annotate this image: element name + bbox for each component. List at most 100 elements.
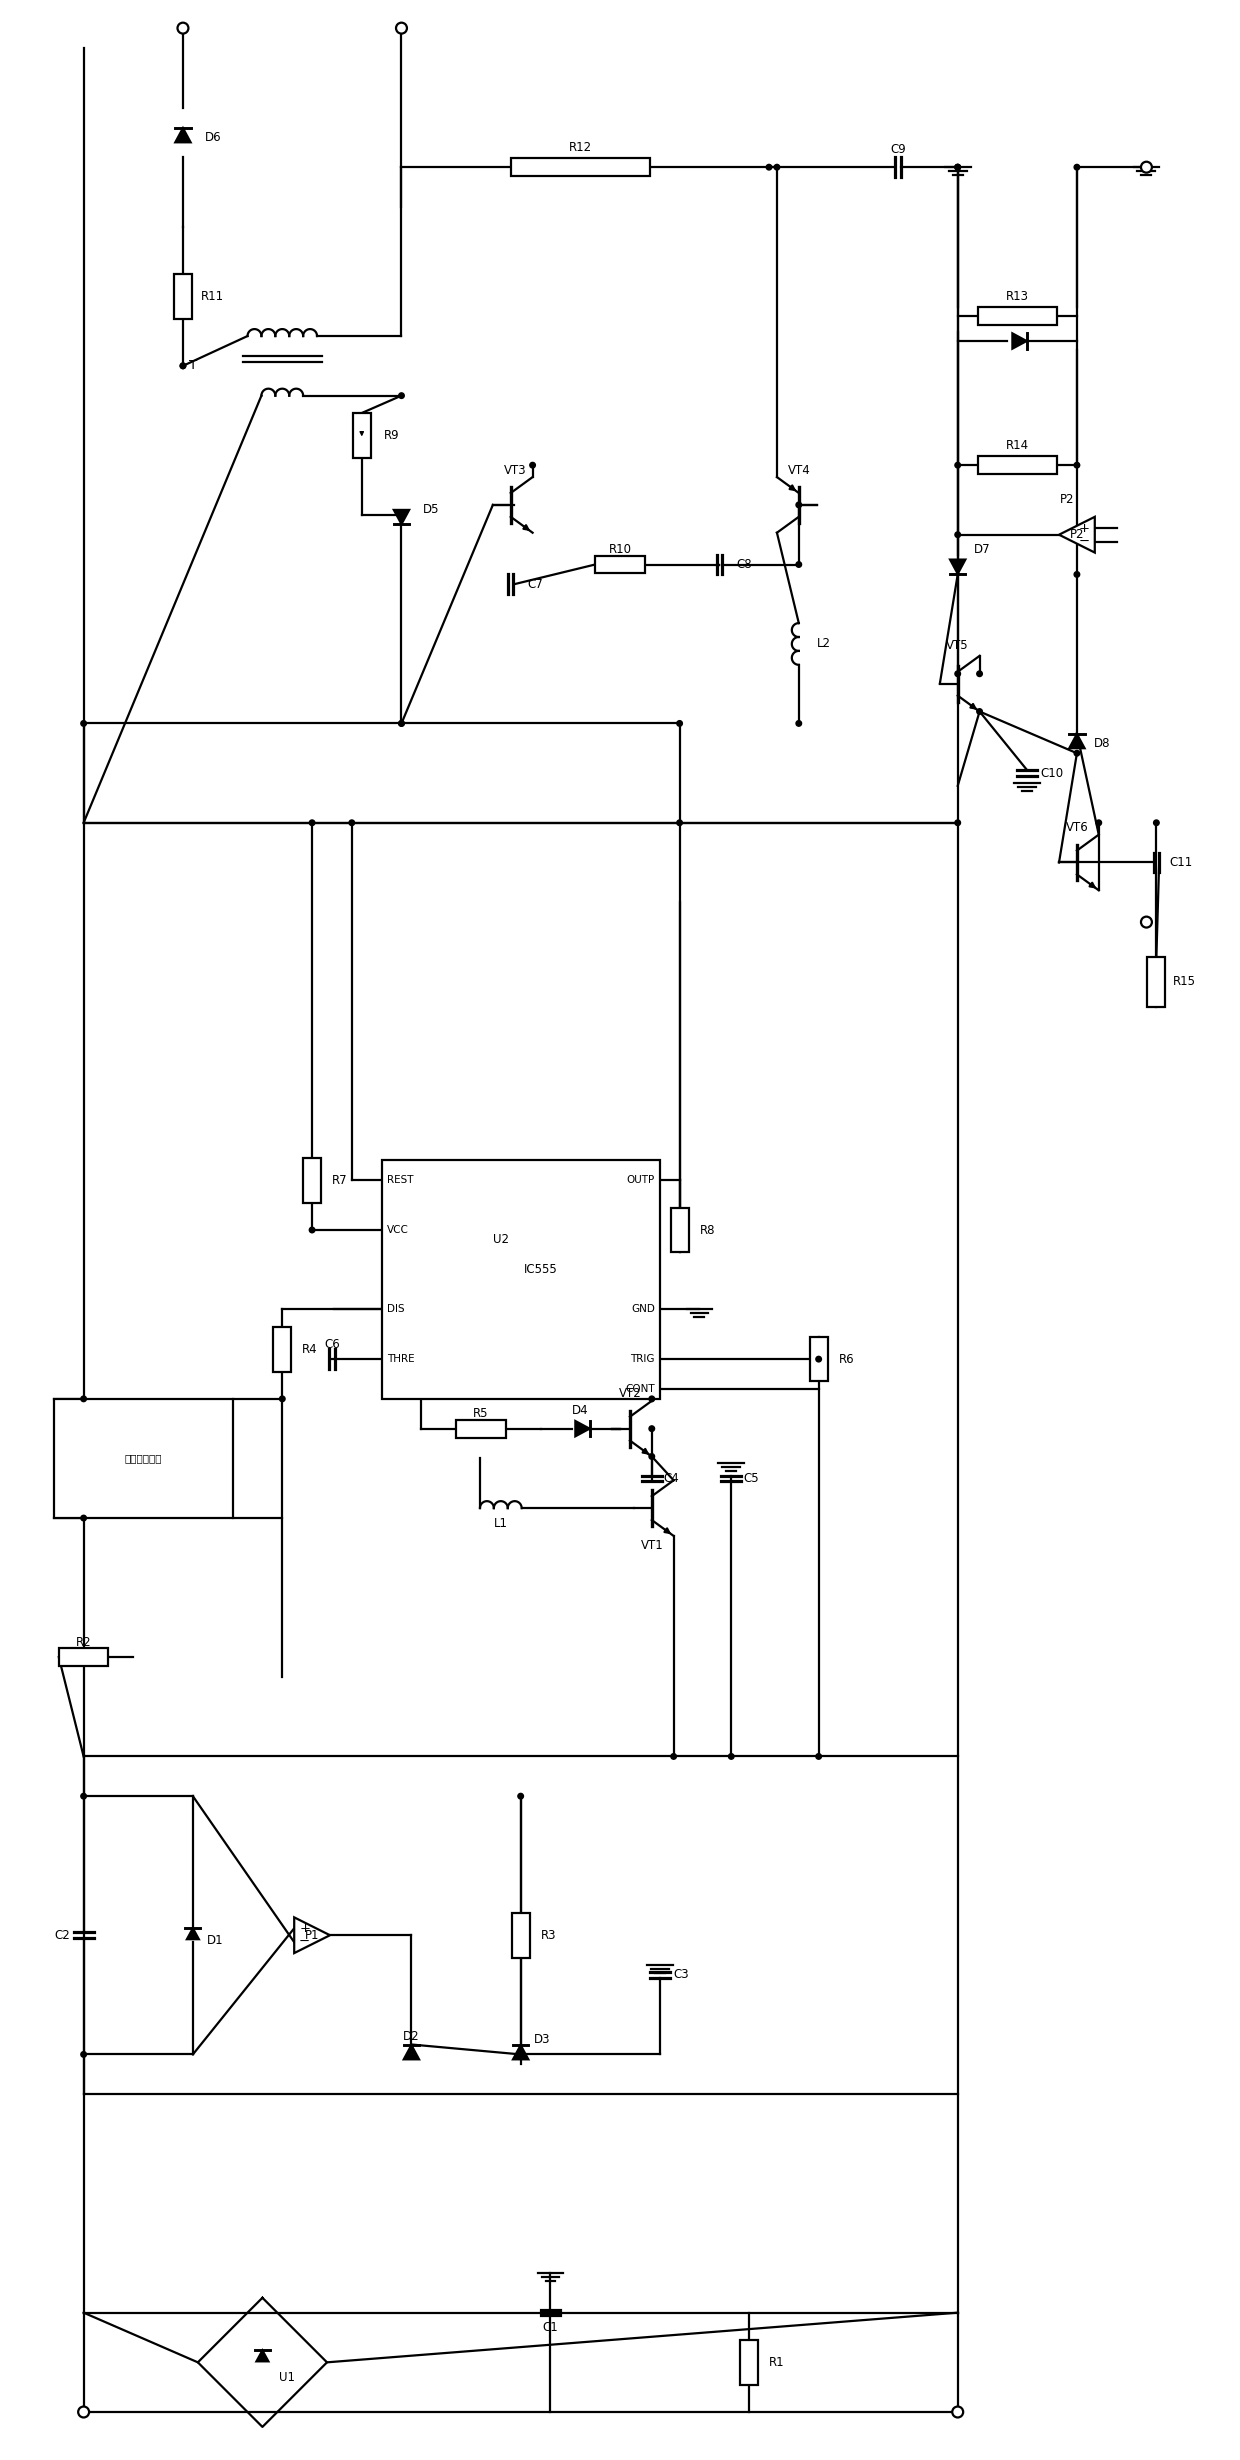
Text: R1: R1 bbox=[769, 2357, 785, 2369]
Circle shape bbox=[649, 1397, 655, 1402]
Circle shape bbox=[348, 819, 355, 827]
Circle shape bbox=[180, 364, 186, 369]
Circle shape bbox=[518, 1793, 523, 1798]
Text: U1: U1 bbox=[279, 2371, 295, 2384]
Bar bbox=[53, 1400, 233, 1518]
Circle shape bbox=[1074, 571, 1080, 578]
Circle shape bbox=[955, 819, 961, 827]
Text: D7: D7 bbox=[975, 544, 991, 556]
Text: D3: D3 bbox=[534, 2032, 551, 2047]
Circle shape bbox=[279, 1397, 285, 1402]
Text: R3: R3 bbox=[541, 1929, 557, 1941]
Circle shape bbox=[774, 165, 780, 170]
Text: VT2: VT2 bbox=[619, 1387, 641, 1400]
Circle shape bbox=[728, 1754, 734, 1759]
Text: R14: R14 bbox=[1006, 438, 1029, 453]
Text: R2: R2 bbox=[76, 1636, 92, 1648]
Text: U2: U2 bbox=[492, 1232, 508, 1247]
Text: OUTP: OUTP bbox=[626, 1176, 655, 1186]
Circle shape bbox=[796, 561, 801, 568]
Text: R7: R7 bbox=[332, 1173, 347, 1186]
Circle shape bbox=[649, 1427, 655, 1432]
Text: C10: C10 bbox=[1040, 768, 1064, 780]
Bar bbox=[977, 455, 1056, 475]
Circle shape bbox=[677, 721, 682, 726]
Polygon shape bbox=[175, 128, 191, 143]
Text: C4: C4 bbox=[663, 1471, 680, 1486]
Circle shape bbox=[180, 364, 186, 369]
Text: DIS: DIS bbox=[387, 1304, 404, 1314]
Text: C8: C8 bbox=[737, 558, 751, 571]
Circle shape bbox=[409, 2052, 414, 2057]
Circle shape bbox=[649, 1454, 655, 1459]
Bar bbox=[1147, 957, 1166, 1006]
Circle shape bbox=[955, 462, 961, 467]
Circle shape bbox=[309, 819, 315, 827]
Text: VT3: VT3 bbox=[505, 462, 527, 477]
Bar bbox=[810, 1336, 827, 1383]
Circle shape bbox=[1074, 750, 1080, 755]
Text: VT5: VT5 bbox=[946, 640, 968, 652]
Circle shape bbox=[766, 165, 771, 170]
Circle shape bbox=[1074, 165, 1080, 170]
Text: GND: GND bbox=[631, 1304, 655, 1314]
Text: R9: R9 bbox=[383, 428, 399, 443]
Text: P1: P1 bbox=[305, 1929, 320, 1941]
Text: D6: D6 bbox=[205, 130, 221, 143]
Text: VT6: VT6 bbox=[1065, 822, 1089, 834]
Circle shape bbox=[81, 721, 87, 726]
Circle shape bbox=[518, 2052, 523, 2057]
Polygon shape bbox=[257, 2349, 268, 2362]
Circle shape bbox=[955, 531, 961, 536]
Circle shape bbox=[1141, 918, 1152, 927]
Text: L1: L1 bbox=[494, 1515, 508, 1530]
Circle shape bbox=[81, 1397, 87, 1402]
Circle shape bbox=[399, 512, 404, 517]
Circle shape bbox=[955, 165, 961, 170]
Circle shape bbox=[977, 672, 982, 676]
Circle shape bbox=[529, 462, 536, 467]
Text: R6: R6 bbox=[838, 1353, 854, 1365]
Text: CONT: CONT bbox=[625, 1385, 655, 1395]
Text: D8: D8 bbox=[1094, 738, 1110, 750]
Text: D4: D4 bbox=[572, 1405, 589, 1417]
Text: P2: P2 bbox=[1070, 529, 1084, 541]
Polygon shape bbox=[294, 1916, 330, 1953]
Circle shape bbox=[548, 2310, 553, 2315]
Text: L2: L2 bbox=[817, 637, 831, 649]
Bar bbox=[456, 1419, 506, 1437]
Text: C11: C11 bbox=[1169, 856, 1193, 868]
Circle shape bbox=[977, 708, 982, 713]
Circle shape bbox=[677, 819, 682, 827]
Circle shape bbox=[952, 2406, 963, 2418]
Circle shape bbox=[399, 721, 404, 726]
Bar bbox=[740, 2339, 758, 2384]
Bar bbox=[303, 1159, 321, 1203]
Text: VT1: VT1 bbox=[640, 1540, 663, 1552]
Polygon shape bbox=[394, 509, 409, 524]
Text: VT4: VT4 bbox=[787, 462, 810, 477]
Text: R12: R12 bbox=[569, 140, 591, 155]
Text: R10: R10 bbox=[609, 544, 631, 556]
Text: C9: C9 bbox=[890, 143, 906, 155]
Polygon shape bbox=[404, 2044, 419, 2059]
Text: TRIG: TRIG bbox=[630, 1353, 655, 1365]
Text: C1: C1 bbox=[543, 2322, 558, 2335]
Circle shape bbox=[81, 1793, 87, 1798]
Circle shape bbox=[816, 1754, 821, 1759]
Bar bbox=[273, 1326, 291, 1373]
Bar bbox=[512, 1914, 529, 1958]
Bar bbox=[382, 1161, 660, 1400]
Polygon shape bbox=[575, 1422, 589, 1437]
Polygon shape bbox=[1069, 733, 1085, 748]
Text: +: + bbox=[299, 1921, 310, 1936]
Text: −: − bbox=[1079, 534, 1090, 549]
Circle shape bbox=[955, 672, 961, 676]
Circle shape bbox=[671, 1754, 676, 1759]
Text: C3: C3 bbox=[673, 1968, 689, 1980]
Polygon shape bbox=[1059, 517, 1095, 554]
Text: 退稿电容电路: 退稿电容电路 bbox=[124, 1454, 162, 1464]
Text: +: + bbox=[1079, 522, 1090, 534]
Polygon shape bbox=[950, 558, 966, 573]
Text: P2: P2 bbox=[1060, 494, 1074, 507]
